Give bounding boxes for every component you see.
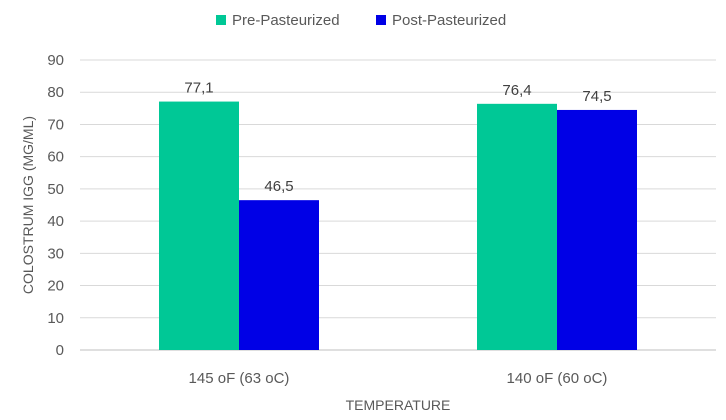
bar-post-pasteurized — [239, 200, 319, 350]
y-tick-label: 10 — [47, 310, 64, 327]
y-tick-label: 80 — [47, 84, 64, 101]
data-label: 76,4 — [502, 82, 531, 99]
y-tick-label: 40 — [47, 213, 64, 230]
x-tick-label: 140 oF (60 oC) — [507, 370, 608, 387]
data-labels: 77,1 46,5 76,4 74,5 — [184, 80, 611, 196]
legend-swatch-pre-pasteurized — [216, 15, 226, 25]
data-label: 74,5 — [582, 88, 611, 105]
bars — [159, 101, 637, 350]
y-tick-label: 50 — [47, 181, 64, 198]
y-tick-label: 70 — [47, 116, 64, 133]
bar-pre-pasteurized — [477, 103, 557, 350]
y-axis-ticks: 0 10 20 30 40 50 60 70 80 90 — [47, 52, 64, 359]
y-tick-label: 0 — [56, 342, 64, 359]
y-tick-label: 90 — [47, 52, 64, 69]
y-tick-label: 30 — [47, 245, 64, 262]
x-axis-ticks: 145 oF (63 oC) 140 oF (60 oC) — [189, 370, 608, 387]
legend-label-pre-pasteurized: Pre-Pasteurized — [232, 12, 340, 29]
legend-label-post-pasteurized: Post-Pasteurized — [392, 12, 506, 29]
data-label: 77,1 — [184, 80, 213, 97]
data-label: 46,5 — [264, 178, 293, 195]
legend-swatch-post-pasteurized — [376, 15, 386, 25]
bar-pre-pasteurized — [159, 101, 239, 350]
x-tick-label: 145 oF (63 oC) — [189, 370, 290, 387]
x-axis-title: TEMPERATURE — [346, 397, 451, 413]
y-tick-label: 60 — [47, 149, 64, 166]
y-axis-title: COLOSTRUM IGG (MG/ML) — [20, 116, 36, 294]
y-tick-label: 20 — [47, 278, 64, 295]
bar-post-pasteurized — [557, 109, 637, 350]
legend: Pre-Pasteurized Post-Pasteurized — [216, 12, 506, 29]
